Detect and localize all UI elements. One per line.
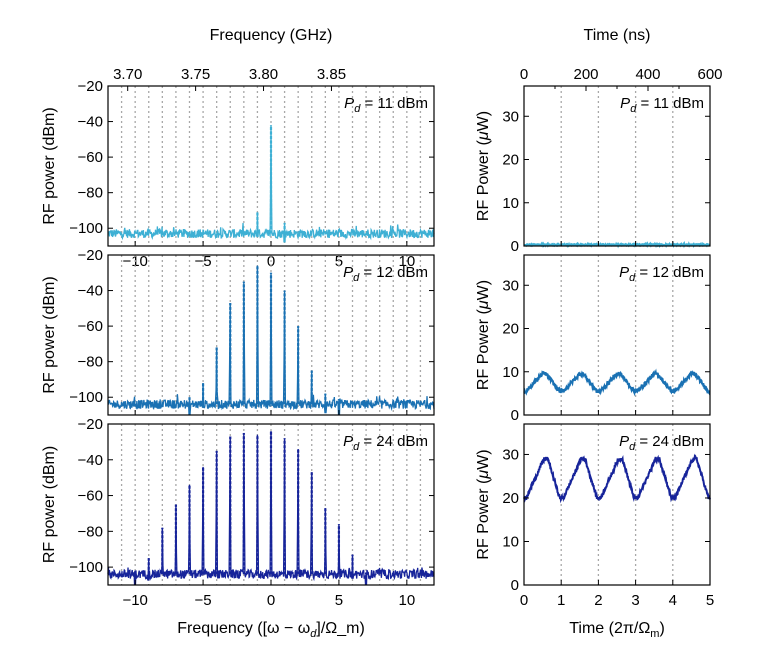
y-tick-label: −100 bbox=[69, 559, 103, 576]
y-axis-title: RF power (dBm) bbox=[41, 107, 58, 224]
top-x-tick-label: 0 bbox=[520, 66, 528, 83]
y-axis-title: RF power (dBm) bbox=[41, 446, 58, 563]
y-axis-title: RF Power (μW) bbox=[475, 280, 492, 390]
x-tick-label: 10 bbox=[398, 592, 415, 609]
y-tick-label: 0 bbox=[511, 238, 519, 255]
y-tick-label: −60 bbox=[78, 488, 103, 505]
y-tick-label: −20 bbox=[78, 78, 103, 95]
panel-5: 0 10 20 30 0 1 2 3 4 5 Pd = 24 dBm RF Power (μW) Tim… bbox=[475, 423, 714, 640]
y-tick-label: −80 bbox=[78, 523, 103, 540]
y-tick-label: 30 bbox=[502, 108, 519, 125]
panel-2: −20 −40 −60 −80 −100 −10 −5 0 5 10 Pd = 24 dBm RF p… bbox=[41, 416, 435, 640]
panel-1: −20 −40 −60 −80 −100 Pd = 12 dBm RF power (dBm… bbox=[41, 247, 435, 416]
top-x-tick-label: 3.80 bbox=[249, 66, 278, 83]
x-axis-title: Frequency ([ω − ωd]/Ω_m) bbox=[177, 620, 365, 640]
y-tick-label: 10 bbox=[502, 533, 519, 550]
axes-frame bbox=[523, 254, 711, 416]
time-series bbox=[523, 453, 711, 504]
panel-3: 0 10 20 30 0 200 400 600 Time (ns) Pd = 11 dBm RF … bbox=[475, 27, 723, 255]
y-axis-title: RF power (dBm) bbox=[41, 276, 58, 393]
x-axis-title: Time (2π/Ωm) bbox=[569, 620, 665, 640]
top-x-axis-title: Time (ns) bbox=[584, 27, 651, 44]
power-annotation: Pd = 11 dBm bbox=[344, 95, 428, 115]
x-tick-label: −5 bbox=[195, 592, 212, 609]
x-tick-label: 1 bbox=[557, 592, 565, 609]
y-tick-label: 0 bbox=[511, 407, 519, 424]
top-x-tick-label: 400 bbox=[635, 66, 660, 83]
y-tick-label: 0 bbox=[511, 577, 519, 594]
power-annotation: Pd = 24 dBm bbox=[619, 433, 704, 453]
y-tick-label: −80 bbox=[78, 354, 103, 371]
y-tick-label: −60 bbox=[78, 318, 103, 335]
y-tick-label: 30 bbox=[502, 446, 519, 463]
y-tick-label: 20 bbox=[502, 152, 519, 169]
x-tick-label: 5 bbox=[335, 592, 343, 609]
time-series bbox=[523, 368, 711, 397]
top-x-tick-label: 200 bbox=[573, 66, 598, 83]
x-tick-label: 0 bbox=[520, 592, 528, 609]
y-axis-title: RF Power (μW) bbox=[475, 449, 492, 559]
y-tick-label: −60 bbox=[78, 149, 103, 166]
panel-0: −20−40−60−80−100−10−505103.703.753.803.8… bbox=[41, 27, 435, 270]
y-axis-title: RF Power (μW) bbox=[475, 111, 492, 221]
top-x-axis-title: Frequency (GHz) bbox=[210, 27, 333, 44]
power-annotation: Pd = 11 dBm bbox=[620, 95, 704, 115]
x-tick-label: −10 bbox=[122, 592, 147, 609]
power-annotation: Pd = 12 dBm bbox=[619, 264, 704, 284]
x-tick-label: 2 bbox=[594, 592, 602, 609]
y-tick-label: −20 bbox=[78, 247, 103, 264]
time-series bbox=[523, 240, 711, 249]
y-tick-label: −100 bbox=[69, 389, 103, 406]
top-x-tick-label: 3.75 bbox=[181, 66, 210, 83]
y-tick-label: 10 bbox=[502, 364, 519, 381]
spectrum-series bbox=[107, 431, 435, 586]
y-tick-label: −40 bbox=[78, 283, 103, 300]
axes-frame bbox=[523, 423, 711, 586]
panel-4: 0 10 20 30 Pd = 12 dBm RF Power (μW) bbox=[475, 254, 711, 424]
y-tick-label: 20 bbox=[502, 490, 519, 507]
x-tick-label: 0 bbox=[267, 592, 275, 609]
spectrum-series bbox=[107, 125, 435, 243]
y-tick-label: −40 bbox=[78, 114, 103, 131]
power-annotation: Pd = 12 dBm bbox=[343, 264, 428, 284]
top-x-tick-label: 600 bbox=[697, 66, 722, 83]
y-tick-label: −20 bbox=[78, 416, 103, 433]
top-x-tick-label: 3.85 bbox=[317, 66, 346, 83]
top-x-tick-label: 3.70 bbox=[113, 66, 142, 83]
x-tick-label: 5 bbox=[706, 592, 714, 609]
power-annotation: Pd = 24 dBm bbox=[343, 433, 428, 453]
x-tick-label: 4 bbox=[669, 592, 677, 609]
y-tick-label: 20 bbox=[502, 321, 519, 338]
y-tick-label: 10 bbox=[502, 195, 519, 212]
y-tick-label: −100 bbox=[69, 220, 103, 237]
x-tick-label: 3 bbox=[631, 592, 639, 609]
y-tick-label: −40 bbox=[78, 452, 103, 469]
y-tick-label: 30 bbox=[502, 277, 519, 294]
y-tick-label: −80 bbox=[78, 185, 103, 202]
